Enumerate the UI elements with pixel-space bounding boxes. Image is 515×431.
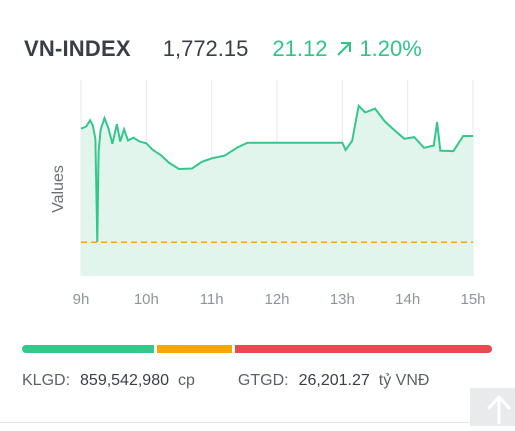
x-tick-label: 10h	[134, 291, 159, 308]
unchanged-segment	[156, 345, 233, 353]
x-tick-label: 9h	[73, 291, 90, 308]
index-change-points: 21.12	[272, 36, 328, 61]
arrow-up-right-icon	[337, 42, 352, 56]
scroll-to-top-button[interactable]	[470, 388, 515, 426]
market-breadth-bar	[22, 345, 492, 353]
footer-divider	[0, 422, 470, 423]
index-change: 21.12 1.20%	[272, 36, 421, 62]
y-axis-label: Values	[50, 165, 67, 213]
value-value: 26,201.27	[298, 372, 370, 389]
x-tick-label: 15h	[460, 291, 485, 308]
value-label: GTGD:	[237, 372, 289, 389]
x-tick-label: 12h	[264, 291, 289, 308]
index-value: 1,772.15	[162, 36, 249, 61]
decliners-segment	[235, 345, 492, 353]
x-axis-ticks: 9h 10h 11h 12h 13h 14h 15h	[73, 291, 486, 308]
x-tick-label: 11h	[200, 291, 224, 308]
price-area	[81, 105, 473, 276]
intraday-chart: 9h 10h 11h 12h 13h 14h 15h Values	[50, 80, 486, 308]
volume-unit: cp	[178, 372, 195, 389]
x-tick-label: 13h	[330, 291, 355, 308]
arrow-up-icon	[486, 394, 512, 424]
index-change-percent: 1.20%	[359, 36, 422, 61]
volume-value: 859,542,980	[80, 372, 169, 389]
advancers-segment	[22, 345, 154, 353]
value-unit: tỷ VNĐ	[378, 372, 430, 389]
volume-label: KLGD:	[22, 372, 71, 389]
index-header: VN-INDEX 1,772.15 21.12 1.20%	[24, 36, 422, 72]
index-name: VN-INDEX	[24, 36, 131, 61]
price-line	[80, 103, 473, 242]
x-tick-label: 14h	[395, 291, 420, 308]
trading-stats: KLGD: 859,542,980 cp GTGD: 26,201.27 tỷ …	[22, 372, 429, 390]
